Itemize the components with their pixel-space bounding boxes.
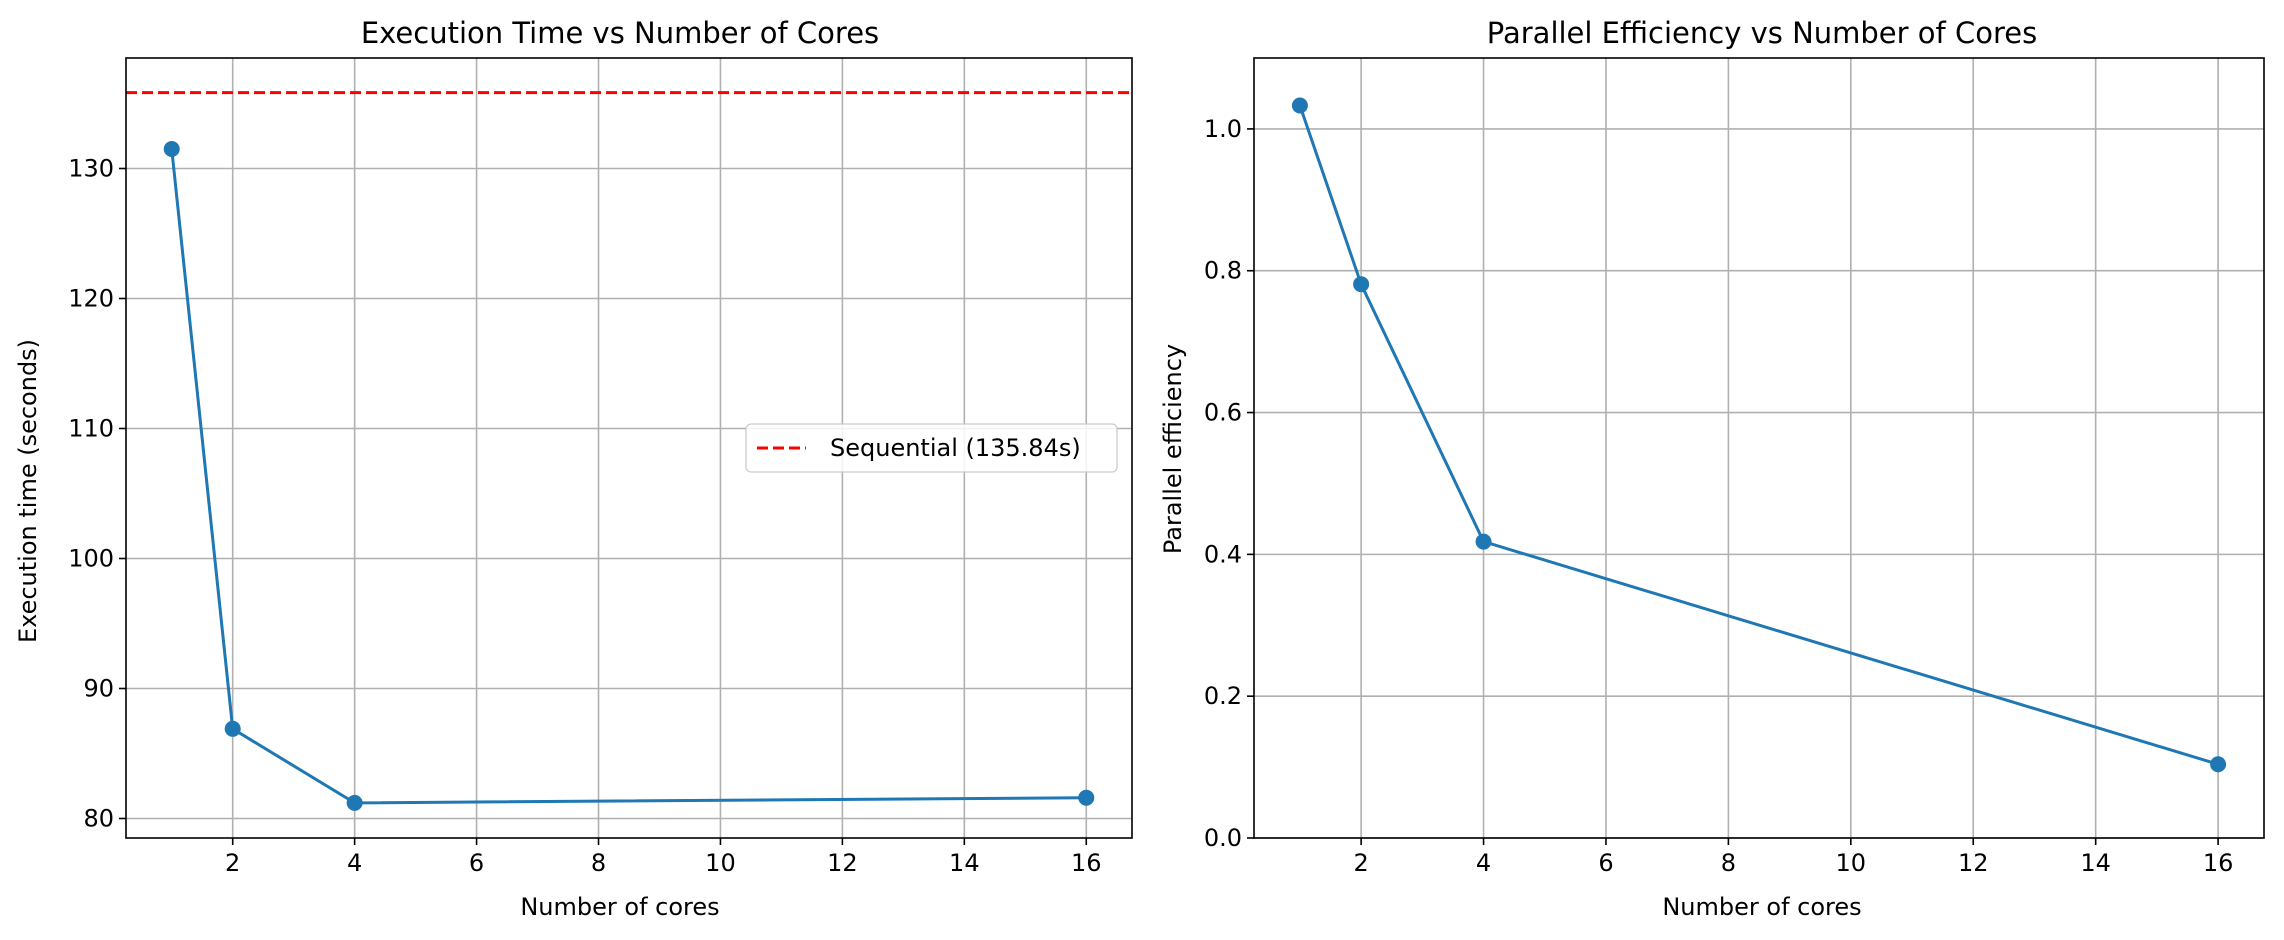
parallel-efficiency-chart: Parallel Efficiency vs Number of Cores 2…	[1159, 16, 2265, 921]
series-layer	[126, 91, 1132, 811]
series-line	[170, 148, 1087, 805]
data-point	[2210, 756, 2227, 773]
data-point	[1291, 97, 1308, 114]
x-tick-label: 16	[1071, 849, 1102, 877]
grid	[1254, 58, 2264, 839]
y-tick-label: 1.0	[1204, 115, 1242, 143]
legend-box	[745, 423, 1118, 473]
x-axis-label: Number of cores	[520, 893, 719, 921]
data-point	[1353, 276, 1370, 293]
x-axis-label: Number of cores	[1662, 893, 1861, 921]
x-tick-label: 10	[1836, 849, 1867, 877]
x-tick-label: 10	[705, 849, 736, 877]
data-point	[346, 794, 363, 811]
chart-title: Parallel Efficiency vs Number of Cores	[1487, 16, 2037, 50]
x-tick-label: 2	[1353, 849, 1368, 877]
x-tick-label: 14	[949, 849, 980, 877]
series-line	[1298, 105, 2219, 766]
y-tick-label: 120	[68, 285, 114, 313]
y-tick-label: 0.0	[1204, 824, 1242, 852]
legend-entry-sequential: Sequential (135.84s)	[830, 434, 1081, 462]
execution-time-chart: Execution Time vs Number of Cores 2 4 6 8 10…	[14, 16, 1133, 921]
y-tick-label: 110	[68, 415, 114, 443]
legend: Sequential (135.84s)	[745, 423, 1118, 473]
series-layer	[1291, 97, 2227, 773]
y-tick-label: 80	[83, 805, 114, 833]
x-tick-label: 8	[1721, 849, 1736, 877]
x-tick-label: 16	[2203, 849, 2234, 877]
plot-frame	[125, 57, 1133, 839]
x-tick-label: 12	[1958, 849, 1989, 877]
y-ticks: 0.0 0.2 0.4 0.6 0.8 1.0	[1204, 115, 1254, 852]
plot-frame	[1253, 57, 2265, 839]
x-tick-label: 4	[347, 849, 362, 877]
x-tick-label: 6	[469, 849, 484, 877]
data-point	[224, 720, 241, 737]
chart-title: Execution Time vs Number of Cores	[361, 16, 879, 50]
x-tick-label: 12	[827, 849, 858, 877]
x-ticks: 2 4 6 8 10 12 14 16	[1353, 838, 2233, 877]
x-tick-label: 14	[2080, 849, 2111, 877]
y-axis-label: Parallel efficiency	[1159, 344, 1187, 554]
y-tick-label: 0.6	[1204, 399, 1242, 427]
y-ticks: 80 90 100 110 120 130	[68, 155, 126, 833]
y-tick-label: 130	[68, 155, 114, 183]
data-point	[1078, 789, 1095, 806]
data-point	[1475, 533, 1492, 550]
y-tick-label: 0.4	[1204, 540, 1242, 568]
y-tick-label: 100	[68, 545, 114, 573]
x-ticks: 2 4 6 8 10 12 14 16	[225, 838, 1102, 877]
x-tick-label: 4	[1476, 849, 1491, 877]
x-tick-label: 2	[225, 849, 240, 877]
x-tick-label: 6	[1598, 849, 1613, 877]
y-tick-label: 0.8	[1204, 257, 1242, 285]
y-tick-label: 0.2	[1204, 682, 1242, 710]
x-tick-label: 8	[591, 849, 606, 877]
data-point	[163, 141, 180, 157]
y-tick-label: 90	[83, 675, 114, 703]
y-axis-label: Execution time (seconds)	[14, 339, 42, 643]
